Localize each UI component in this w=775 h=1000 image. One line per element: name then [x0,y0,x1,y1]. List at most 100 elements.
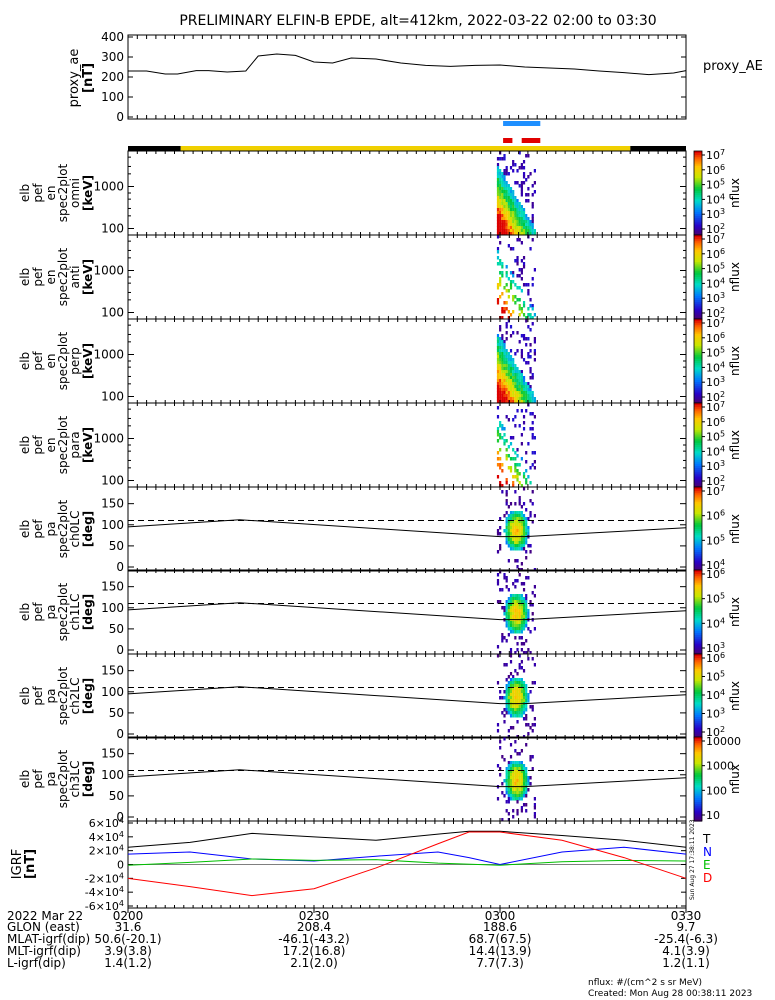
spectrogram-cell [501,436,504,440]
spectrogram-cell [525,687,528,691]
spectrogram-cell [499,364,502,368]
colorbar-tick-label: 106 [706,567,725,581]
spectrogram-cell [507,361,510,365]
spectrogram-cell [499,696,502,700]
spectrogram-cell [525,621,528,625]
colorbar-segment [694,698,702,701]
spectrogram-cell [531,397,534,401]
colorbar-segment [694,373,702,377]
spectrogram-cell [503,794,506,798]
spectrogram-cell [512,544,515,548]
spectrogram-cell [503,184,506,188]
spectrogram-cell [512,630,515,634]
spectrogram-cell [505,523,508,527]
footer-created: Created: Mon Aug 28 00:38:11 2023 [588,989,752,999]
spectrogram-cell [516,226,519,230]
spectrogram-cell [529,226,532,230]
spectrogram-cell [512,696,515,700]
spectrogram-cell [496,373,500,377]
spectrogram-cell [516,690,519,694]
colorbar-segment [694,272,702,276]
spectrogram-cell [505,779,508,783]
spectrogram-cell [512,794,515,798]
panel-ytick-label: 50 [109,622,124,636]
spectrogram-cell [496,430,500,434]
spectrogram-cell [522,705,526,709]
spectrogram-cell [520,547,523,551]
colorbar-tick-label: 102 [706,306,725,320]
spectrogram-cell [520,687,523,691]
spectrogram-cell [512,711,515,715]
time-axis-row-value: 31.6 [115,920,142,934]
spectrogram-cell [518,481,521,485]
panel-ytick-label: 0 [116,560,124,574]
spectrogram-cell [516,349,519,353]
colorbar-segment [694,710,702,714]
colorbar-segment [694,390,702,394]
spectrogram-cell [501,379,504,383]
spectrogram-cell [501,211,504,215]
spectrogram-cell [496,352,500,356]
spectrogram-cell [496,397,500,401]
spectrogram-cell [507,770,510,774]
spectrogram-cell [529,499,532,503]
spectrogram-cell [522,220,526,224]
spectrogram-cell [518,779,521,783]
spectrogram-cell [505,576,508,580]
spectrogram-cell [509,382,513,386]
spectrogram-cell [501,181,504,185]
colorbar-segment [694,620,702,624]
spectrogram-cell [503,708,506,712]
spectrogram-cell [512,226,515,230]
time-axis-row-value: 208.4 [297,920,331,934]
spectrogram-cell [503,394,506,398]
spectrogram-cell [525,696,528,700]
spectrogram-cell [527,355,530,359]
spectrogram-cell [527,532,530,536]
spectrogram-cell [520,606,523,610]
spectrogram-cell [507,559,510,563]
colorbar-segment [694,764,702,767]
spectrogram-cell [509,187,513,191]
spectrogram-cell [525,788,528,792]
spectrogram-cell [527,391,530,395]
spectrogram-cell [522,517,526,521]
panel-ylabel: pa [44,522,58,537]
time-axis-row-value: 1.4(1.2) [104,956,152,970]
spectrogram-cell [518,211,521,215]
loss-cone-curve [127,602,687,621]
spectrogram-cell [520,782,523,786]
spectrogram-cell [522,400,526,404]
proxy-ae-ytick-label: 300 [101,50,124,64]
spectrogram-cell [514,394,517,398]
colorbar-segment [694,586,702,590]
panel-ylabel: [keV] [81,427,95,463]
spectrogram-cell [512,675,515,679]
spectrogram-cell [514,163,517,167]
spectrogram-cell [505,382,508,386]
colorbar-segment [694,668,702,672]
colorbar-tick-label: 104 [706,192,725,206]
spectrogram-cell [516,565,519,569]
spectrogram-cell [509,457,513,461]
colorbar-segment [694,762,702,765]
spectrogram-cell [501,184,504,188]
spectrogram-cell [512,376,515,380]
spectrogram-cell [512,764,515,768]
spectrogram-cell [496,797,500,801]
spectrogram-cell [509,687,513,691]
colorbar-segment [694,681,702,684]
panel-ylabel: [deg] [81,511,95,547]
spectrogram-cell [529,385,532,389]
spectrogram-cell [531,705,534,709]
spectrogram-cell [507,352,510,356]
colorbar-segment [694,612,702,615]
spectrogram-cell [499,773,502,777]
spectrogram-cell [533,229,536,233]
colorbar-segment [694,285,702,289]
colorbar-tick-label: 103 [706,375,725,389]
spectrogram-cell [522,767,526,771]
spectrogram-cell [496,283,500,287]
spectrogram-cell [499,277,502,281]
